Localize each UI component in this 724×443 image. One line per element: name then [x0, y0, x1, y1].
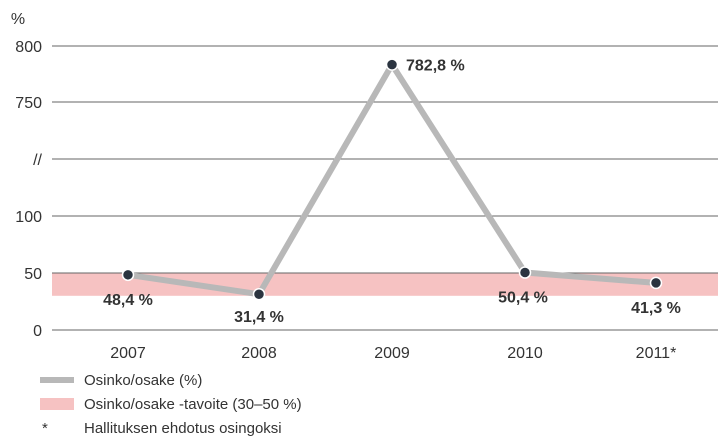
x-tick-label: 2011* — [636, 345, 677, 362]
legend-swatch-target-band — [40, 398, 74, 410]
legend-label-note: Hallituksen ehdotus osingoksi — [84, 419, 282, 437]
y-tick-label: 50 — [24, 266, 42, 283]
y-tick-label: 100 — [15, 209, 42, 226]
data-point — [252, 287, 266, 301]
y-tick-label: 800 — [15, 39, 42, 56]
legend-label-target-band: Osinko/osake -tavoite (30–50 %) — [84, 395, 302, 413]
legend-swatch-series — [40, 377, 74, 383]
legend: Osinko/osake (%) Osinko/osake -tavoite (… — [40, 368, 302, 440]
legend-item-target-band: Osinko/osake -tavoite (30–50 %) — [40, 392, 302, 416]
data-label: 31,4 % — [234, 309, 284, 326]
legend-label-series: Osinko/osake (%) — [84, 371, 203, 389]
data-label: 782,8 % — [406, 58, 465, 75]
data-label: 48,4 % — [103, 292, 153, 309]
data-point — [121, 268, 135, 282]
legend-item-series: Osinko/osake (%) — [40, 368, 302, 392]
data-label: 41,3 % — [631, 300, 681, 317]
data-point — [518, 266, 532, 279]
data-point — [385, 58, 399, 71]
y-axis-unit-label: % — [11, 11, 25, 28]
y-tick-label: 750 — [15, 95, 42, 112]
series-line — [127, 61, 657, 298]
legend-item-note: * Hallituksen ehdotus osingoksi — [40, 416, 302, 440]
x-tick-label: 2010 — [507, 345, 543, 362]
x-tick-label: 2007 — [110, 345, 146, 362]
data-point — [649, 276, 663, 290]
x-tick-label: 2008 — [241, 345, 277, 362]
data-label: 50,4 % — [498, 290, 548, 307]
legend-note-symbol: * — [42, 419, 48, 437]
y-tick-label: // — [33, 152, 42, 169]
x-tick-label: 2009 — [374, 345, 410, 362]
y-tick-label: 0 — [33, 323, 42, 340]
